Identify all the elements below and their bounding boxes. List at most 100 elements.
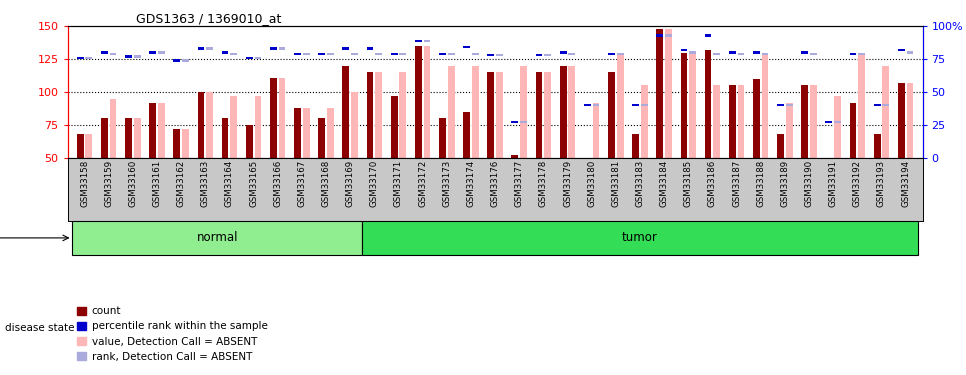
Bar <box>729 86 736 158</box>
Bar <box>873 104 881 106</box>
Bar <box>158 51 164 54</box>
Bar <box>753 79 760 158</box>
Bar <box>520 121 527 123</box>
Text: GSM33173: GSM33173 <box>442 160 451 207</box>
Bar <box>593 102 599 158</box>
Text: GSM33193: GSM33193 <box>877 160 886 207</box>
Text: normal: normal <box>197 231 238 244</box>
Bar <box>641 86 647 158</box>
Text: GSM33184: GSM33184 <box>660 160 668 207</box>
Bar <box>545 72 552 158</box>
Bar <box>873 134 881 158</box>
Bar <box>560 66 567 158</box>
Bar <box>609 53 615 55</box>
Bar <box>858 53 866 158</box>
Bar <box>689 51 696 54</box>
Bar <box>883 66 889 158</box>
Bar <box>77 57 84 59</box>
Bar <box>222 118 229 158</box>
Bar <box>898 83 905 158</box>
Bar <box>560 51 567 54</box>
Bar <box>657 29 663 158</box>
Bar <box>545 54 552 56</box>
Text: GSM33165: GSM33165 <box>249 160 258 207</box>
Text: GSM33187: GSM33187 <box>732 160 741 207</box>
Text: GSM33180: GSM33180 <box>587 160 596 207</box>
Bar <box>278 78 286 158</box>
Bar <box>399 72 406 158</box>
Bar <box>174 129 180 158</box>
Bar <box>182 129 189 158</box>
Text: GSM33161: GSM33161 <box>153 160 161 207</box>
Bar <box>86 134 93 158</box>
Bar <box>632 134 639 158</box>
Bar <box>126 118 131 158</box>
Bar <box>150 51 156 54</box>
Text: GSM33158: GSM33158 <box>80 160 89 207</box>
Bar <box>738 53 745 55</box>
Bar <box>835 121 840 123</box>
Text: GSM33181: GSM33181 <box>611 160 620 207</box>
Bar <box>738 86 745 158</box>
Bar <box>850 102 857 158</box>
Bar <box>327 108 334 158</box>
Text: tumor: tumor <box>622 231 658 244</box>
Text: GSM33167: GSM33167 <box>298 160 306 207</box>
Bar <box>414 46 421 158</box>
Bar <box>471 53 479 55</box>
Bar <box>207 92 213 158</box>
Bar <box>850 53 857 55</box>
Bar <box>352 92 357 158</box>
Bar <box>680 53 688 158</box>
Bar <box>535 54 543 56</box>
Bar <box>497 72 502 158</box>
Bar <box>761 53 769 158</box>
Text: GSM33160: GSM33160 <box>128 160 137 207</box>
Bar <box>133 118 141 158</box>
Bar <box>512 155 519 158</box>
Bar <box>440 53 446 55</box>
Bar <box>616 53 624 55</box>
Text: GSM33162: GSM33162 <box>177 160 185 207</box>
Bar <box>906 51 914 54</box>
Bar <box>110 53 117 55</box>
Bar <box>278 47 286 50</box>
Bar <box>802 51 808 54</box>
Text: GSM33191: GSM33191 <box>829 160 838 207</box>
Bar <box>786 104 792 106</box>
Text: GSM33186: GSM33186 <box>708 160 717 207</box>
Bar <box>786 102 792 158</box>
Text: disease state: disease state <box>5 323 74 333</box>
Bar <box>616 53 624 158</box>
Bar <box>343 47 350 50</box>
Bar <box>230 96 237 158</box>
Bar <box>182 59 189 62</box>
Text: GSM33192: GSM33192 <box>853 160 862 207</box>
Bar <box>375 72 382 158</box>
Bar <box>319 118 326 158</box>
Bar <box>126 55 131 58</box>
Bar <box>77 134 84 158</box>
Bar <box>362 221 918 255</box>
Bar <box>704 50 711 158</box>
Bar <box>593 104 599 106</box>
Bar <box>713 53 721 55</box>
Bar <box>255 96 261 158</box>
Bar <box>777 134 784 158</box>
Bar <box>270 47 277 50</box>
Bar <box>753 51 760 54</box>
Bar <box>609 72 615 158</box>
Text: GSM33171: GSM33171 <box>394 160 403 207</box>
Bar <box>448 53 455 55</box>
Bar <box>390 96 398 158</box>
Text: GSM33194: GSM33194 <box>901 160 910 207</box>
Text: GSM33190: GSM33190 <box>805 160 813 207</box>
Bar <box>174 59 180 62</box>
Bar <box>101 51 108 54</box>
Text: GSM33178: GSM33178 <box>539 160 548 207</box>
Bar <box>568 66 576 158</box>
Bar <box>245 125 253 158</box>
Bar <box>390 53 398 55</box>
Bar <box>367 47 373 50</box>
Bar <box>835 96 840 158</box>
